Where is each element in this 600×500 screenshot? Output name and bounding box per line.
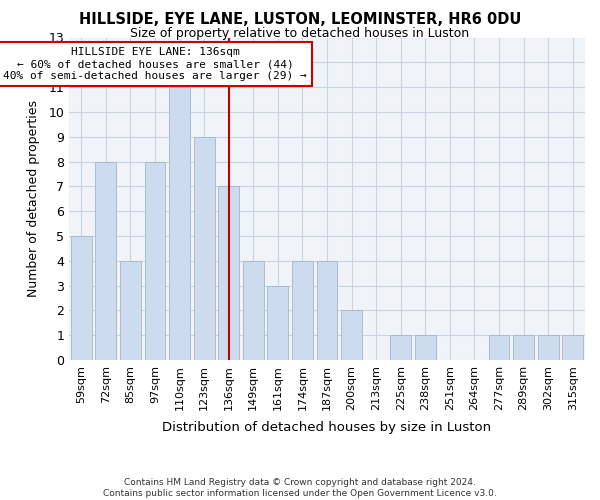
Bar bbox=[169, 87, 190, 360]
Bar bbox=[562, 335, 583, 360]
Bar bbox=[488, 335, 509, 360]
Bar bbox=[268, 286, 289, 360]
Bar bbox=[71, 236, 92, 360]
Bar bbox=[145, 162, 166, 360]
Text: HILLSIDE, EYE LANE, LUSTON, LEOMINSTER, HR6 0DU: HILLSIDE, EYE LANE, LUSTON, LEOMINSTER, … bbox=[79, 12, 521, 28]
Bar bbox=[538, 335, 559, 360]
X-axis label: Distribution of detached houses by size in Luston: Distribution of detached houses by size … bbox=[163, 421, 491, 434]
Bar bbox=[292, 261, 313, 360]
Text: Contains HM Land Registry data © Crown copyright and database right 2024.
Contai: Contains HM Land Registry data © Crown c… bbox=[103, 478, 497, 498]
Y-axis label: Number of detached properties: Number of detached properties bbox=[27, 100, 40, 297]
Text: HILLSIDE EYE LANE: 136sqm
← 60% of detached houses are smaller (44)
40% of semi-: HILLSIDE EYE LANE: 136sqm ← 60% of detac… bbox=[3, 48, 307, 80]
Bar bbox=[95, 162, 116, 360]
Bar bbox=[243, 261, 264, 360]
Bar bbox=[120, 261, 141, 360]
Bar bbox=[194, 136, 215, 360]
Bar bbox=[317, 261, 337, 360]
Bar bbox=[218, 186, 239, 360]
Bar bbox=[513, 335, 534, 360]
Bar bbox=[415, 335, 436, 360]
Bar bbox=[390, 335, 411, 360]
Text: Size of property relative to detached houses in Luston: Size of property relative to detached ho… bbox=[130, 28, 470, 40]
Bar bbox=[341, 310, 362, 360]
